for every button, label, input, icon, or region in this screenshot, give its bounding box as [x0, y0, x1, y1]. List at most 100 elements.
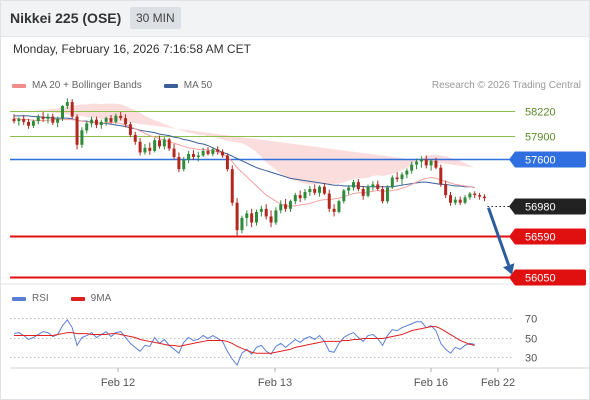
instrument-title: Nikkei 225 (OSE) [10, 10, 122, 26]
candle-body [211, 149, 215, 154]
candle-body [269, 216, 273, 223]
candle-body [124, 118, 128, 125]
candle-body [458, 199, 462, 203]
candle-body [61, 105, 64, 119]
candle [133, 131, 137, 145]
timestamp: Monday, February 16, 2026 7:16:58 AM CET [13, 42, 251, 56]
candle [17, 117, 21, 126]
candle [482, 194, 486, 202]
candle-body [201, 150, 205, 156]
candle-body [390, 177, 394, 188]
candle-body [352, 182, 355, 188]
candle-body [36, 116, 40, 122]
candle [41, 112, 45, 122]
candle-body [51, 116, 55, 123]
candle-body [342, 190, 346, 202]
candle [61, 105, 64, 122]
candle [424, 155, 428, 169]
candle [376, 180, 380, 191]
candle-body [206, 150, 210, 154]
candle-body [17, 118, 21, 122]
candle [65, 98, 69, 109]
candle [216, 146, 220, 155]
candle [444, 180, 448, 199]
candle-body [371, 184, 375, 187]
candle-body [288, 201, 292, 209]
ma9-legend-label: 9MA [90, 293, 112, 304]
candle [104, 116, 108, 126]
time-axis-label: Feb 16 [414, 377, 448, 389]
candle-body [264, 208, 268, 217]
candle [419, 156, 423, 168]
candle [230, 165, 234, 206]
candle-body [449, 195, 452, 203]
rsi-ma9-line [14, 326, 475, 354]
candle [75, 114, 79, 150]
ma50-line [14, 115, 475, 188]
candle [36, 114, 40, 125]
level-tag-56590 [509, 228, 586, 245]
candle-body [478, 195, 482, 197]
candle [337, 199, 341, 214]
copyright-note: Research © 2026 Trading Central [431, 80, 581, 91]
candle-body [255, 211, 258, 223]
candle [51, 113, 55, 125]
candle [390, 175, 394, 189]
candle [31, 119, 35, 129]
interval-button[interactable]: 30 MIN [130, 7, 181, 29]
candle-body [22, 118, 26, 122]
candle [177, 152, 181, 173]
candle [279, 200, 283, 214]
time-axis-label: Feb 13 [258, 377, 292, 389]
candle [269, 210, 273, 228]
time-axis-label: Feb 22 [481, 377, 515, 389]
candle [211, 147, 215, 157]
rsi-swatch [12, 296, 26, 301]
candle-body [419, 159, 423, 162]
candle-body [366, 186, 370, 196]
candle-body [318, 186, 322, 193]
bollinger-band-area [14, 103, 475, 185]
candle [255, 209, 258, 226]
level-label-56590: 56590 [525, 232, 556, 244]
candle [80, 127, 84, 148]
candle-body [429, 160, 433, 166]
candle-body [143, 147, 147, 153]
candle-body [133, 134, 137, 142]
bollinger-legend-label: MA 20 + Bollinger Bands [32, 80, 142, 91]
candle-body [31, 121, 35, 126]
candle-body [463, 197, 467, 203]
candle [119, 112, 123, 121]
candle [264, 204, 268, 220]
candle [109, 115, 113, 124]
candle-body [361, 189, 365, 196]
candle-body [303, 192, 307, 199]
candle-body [400, 174, 404, 180]
candle-body [240, 217, 244, 231]
candle [124, 114, 128, 128]
candle-body [405, 170, 409, 175]
candle [46, 113, 50, 124]
candle-body [284, 204, 288, 209]
candle [250, 208, 254, 228]
candle [318, 185, 322, 197]
candle [167, 137, 171, 151]
candle-body [385, 187, 389, 202]
candle-body [313, 189, 317, 193]
level-label-58220: 58220 [525, 107, 556, 119]
candle-body [337, 201, 341, 212]
candle [303, 189, 307, 201]
candle-body [148, 147, 152, 151]
level-label-56980: 56980 [525, 202, 556, 214]
candle [128, 121, 132, 138]
candle-body [308, 189, 312, 193]
candle [473, 191, 477, 199]
candle [158, 135, 161, 149]
candle [153, 137, 157, 153]
candle [225, 153, 229, 172]
candle [245, 210, 249, 227]
rsi-panel: 70 50 30 [10, 314, 537, 366]
level-tag-56980 [509, 198, 586, 215]
candle [395, 172, 399, 183]
header-bar: Nikkei 225 (OSE) 30 MIN [0, 0, 590, 37]
